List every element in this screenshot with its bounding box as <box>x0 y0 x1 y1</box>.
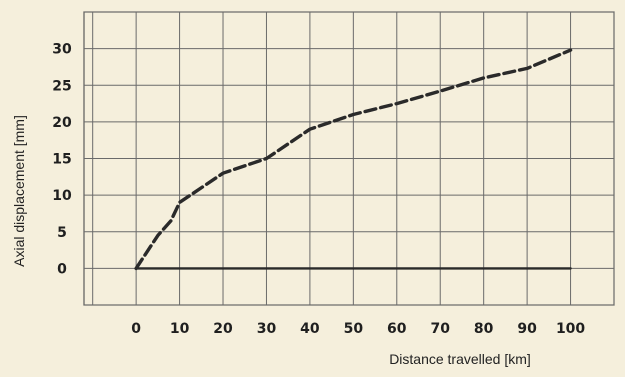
y-tick-label: 15 <box>52 152 71 168</box>
x-tick-label: 60 <box>387 321 407 337</box>
x-tick-label: 30 <box>257 321 277 337</box>
y-axis-title: Axial displacement [mm] <box>11 115 27 267</box>
series-line-dashed <box>134 48 573 271</box>
y-tick-label: 20 <box>52 115 72 131</box>
y-tick-labels: 0 5 10 15 20 25 30 <box>52 42 72 278</box>
x-tick-label: 80 <box>474 321 494 337</box>
x-tick-labels: 0 10 20 30 40 50 60 70 80 90 100 <box>131 321 585 337</box>
y-tick-label: 0 <box>57 261 67 277</box>
y-tick-label: 5 <box>57 225 67 241</box>
x-tick-label: 0 <box>131 321 141 337</box>
x-tick-label: 40 <box>300 321 320 337</box>
x-tick-label: 50 <box>344 321 364 337</box>
y-tick-label: 25 <box>52 78 71 94</box>
x-tick-label: 20 <box>213 321 233 337</box>
y-tick-label: 30 <box>52 42 72 58</box>
x-tick-label: 70 <box>430 321 450 337</box>
x-tick-label: 10 <box>170 321 190 337</box>
y-tick-label: 10 <box>52 188 72 204</box>
x-axis-title: Distance travelled [km] <box>389 351 531 367</box>
series-layer <box>134 48 573 271</box>
x-tick-label: 100 <box>556 321 585 337</box>
grid <box>84 11 615 306</box>
x-tick-label: 90 <box>517 321 537 337</box>
